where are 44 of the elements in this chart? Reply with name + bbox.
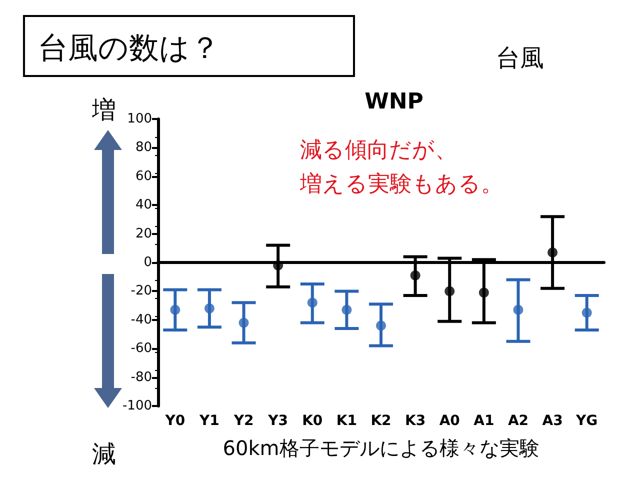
point	[582, 308, 592, 318]
y-tick-label: -100	[122, 398, 152, 414]
x-tick-label: A1	[474, 413, 494, 429]
point	[204, 303, 214, 314]
x-tick-label: Y2	[232, 413, 254, 429]
x-tick-label: Y0	[164, 413, 186, 429]
annotation: 増える実験もある。	[299, 172, 503, 197]
point	[444, 286, 455, 296]
x-axis-title: 60km格子モデルによる様々な実験	[222, 436, 540, 460]
text: 増	[91, 96, 116, 124]
y-tick-label: 0	[144, 255, 152, 270]
annotation: 減る傾向だが、	[300, 138, 457, 163]
text: 台風	[496, 44, 544, 72]
x-tick-label: K1	[336, 413, 357, 429]
point	[238, 318, 249, 328]
y-tick-label: 100	[127, 112, 152, 126]
y-tick-label: 60	[135, 168, 152, 184]
y-tick-label: 80	[135, 140, 152, 156]
chart-title: WNP	[364, 90, 424, 114]
point	[307, 298, 318, 308]
point	[513, 304, 524, 315]
point	[342, 304, 352, 315]
text: 台風の数は？	[38, 31, 220, 66]
x-tick-label: A2	[508, 413, 529, 429]
x-tick-label: K2	[370, 413, 392, 429]
point	[170, 304, 180, 315]
y-tick-label: -60	[130, 341, 152, 356]
point	[478, 288, 489, 298]
x-tick-label: K0	[302, 413, 323, 429]
point	[548, 247, 558, 258]
point	[410, 270, 420, 280]
x-tick-label: A3	[542, 413, 563, 429]
x-tick-label: A0	[439, 413, 460, 429]
x-tick-label: Y1	[198, 413, 220, 429]
x-tick-label: YG	[575, 413, 598, 429]
y-tick-label: -80	[130, 370, 152, 385]
x-tick-label: Y3	[267, 413, 288, 429]
x-tick-label: K3	[405, 413, 426, 429]
y-tick-label: -40	[130, 312, 152, 328]
text: 減	[92, 440, 116, 468]
point	[376, 320, 386, 331]
y-tick-label: 20	[135, 226, 152, 242]
y-tick-label: 40	[135, 198, 152, 213]
y-tick-label: -20	[130, 284, 152, 299]
